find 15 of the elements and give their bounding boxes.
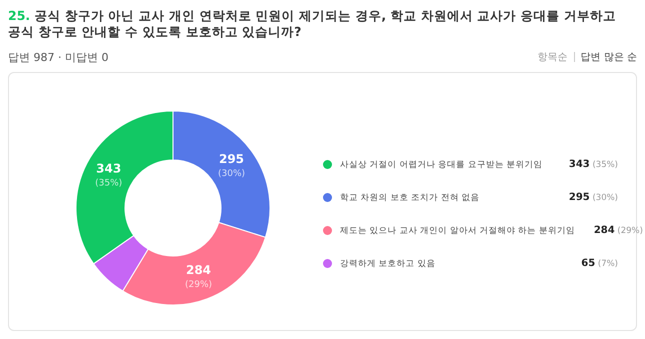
data-label: 65 (7%) [581,258,618,269]
legend-label: 제도는 있으나 교사 개인이 알아서 거절해야 하는 분위기임 [340,224,575,236]
chart-subtitle: 답변 987 · 미답변 0 [8,50,108,65]
data-label: 295 (30%) [218,152,246,180]
text: 295 (30%) [568,192,618,203]
chart-title: 25. 공식 창구가 아닌 교사 개인 연락처로 민원이 제기되는 경우, 학교 차원에서 교사가 응대를 거부하고 공식 창구로 안내할 수 있도록 보호하고 있습니까? [8,8,617,40]
text: 343 (35%) [568,159,618,170]
text: 284 (29%) [594,225,643,236]
data-label: 343 (35%) [95,162,122,189]
legend-label: 사실상 거절이 어렵거나 응대를 요구받는 분위기임 [340,158,544,170]
text: 답변 많은 순 [580,51,637,64]
data-label: 284 (29%) [185,262,212,290]
legend-label: 강력하게 보호하고 있음 [340,258,436,270]
text: 항목순 [538,51,568,64]
legend-label: 학교 차원의 보호 조치가 전혀 없음 [340,192,481,204]
